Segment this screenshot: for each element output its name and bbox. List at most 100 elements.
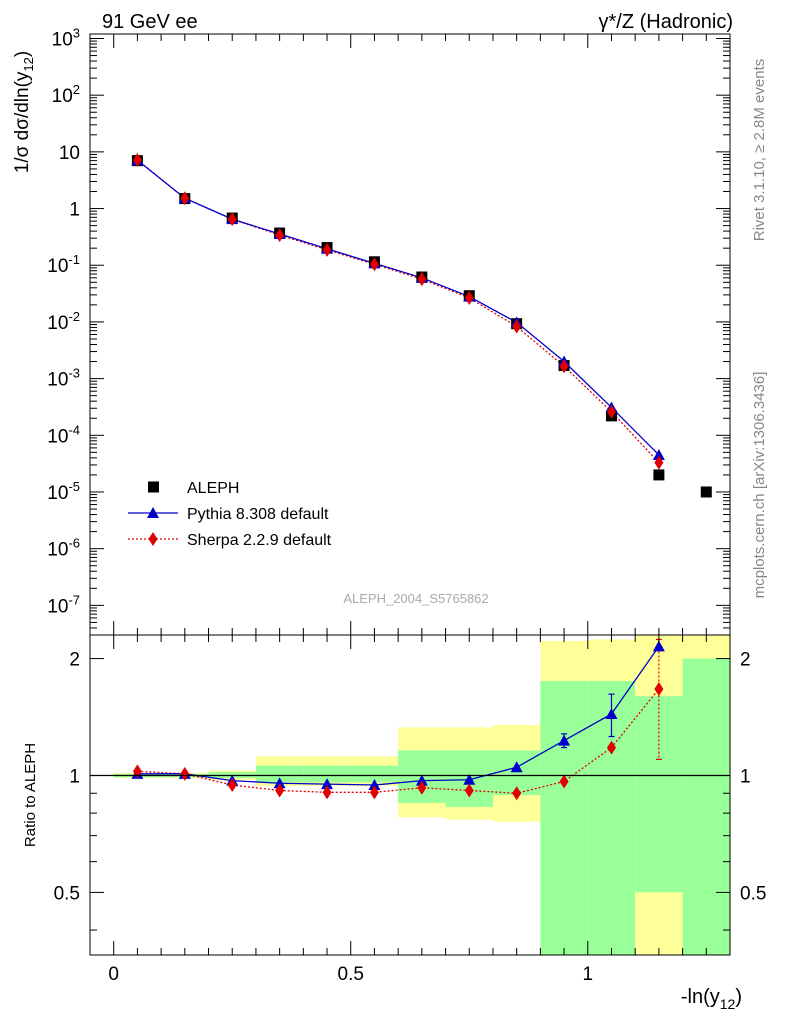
sherpa-point (369, 257, 379, 272)
y-tick-label: 10-3 (47, 366, 80, 391)
sherpa-ratio-point (559, 774, 569, 789)
analysis-id: ALEPH_2004_S5765862 (343, 591, 488, 606)
sherpa-ratio-point (417, 780, 427, 795)
sherpa-ratio-point (369, 785, 379, 800)
ratio-x-tick-label: 0 (108, 964, 119, 985)
sherpa-line (136, 159, 660, 464)
y-tick-label-base: 10 (47, 596, 68, 617)
legend-pythia-marker (147, 507, 159, 518)
sherpa-ratio-point (464, 783, 474, 798)
stat-uncertainty-band (682, 658, 730, 955)
pythia-ratio-line (137, 646, 660, 786)
pythia-ratio-point (558, 734, 571, 746)
ratio-xlabel-close: ) (735, 986, 742, 1008)
sherpa-point (512, 319, 522, 334)
sherpa-point (132, 152, 142, 167)
sherpa-point (559, 359, 569, 374)
ratio-ylabel: Ratio to ALEPH (22, 743, 39, 847)
y-tick-label-base: 10 (52, 86, 73, 107)
ratio-y-tick-label-right: 1 (740, 766, 751, 787)
main-ylabel-text: 1/σ dσ/dln(y (12, 71, 33, 173)
legend-label: Pythia 8.308 default (187, 506, 329, 523)
aleph-point (653, 469, 665, 481)
sherpa-ratio-point (180, 766, 190, 781)
ratio-x-tick-label: 1 (582, 964, 593, 985)
ratio-y-tick-label: 2 (69, 650, 80, 671)
y-tick-label-exp: -4 (68, 422, 80, 437)
legend: ALEPH Pythia 8.308 default Sherpa 2.2.9 de… (128, 480, 332, 549)
title-left: 91 GeV ee (102, 11, 198, 33)
y-tick-label: 10-1 (47, 252, 80, 277)
sherpa-point (322, 242, 332, 257)
ratio-frame (89, 634, 731, 956)
stat-uncertainty-band (635, 696, 683, 893)
y-tick-label-exp: -1 (68, 252, 80, 267)
main-ylabel-sub: 12 (21, 57, 36, 71)
mcplots-label: mcplots.cern.ch [arXiv:1306.3436] (751, 372, 768, 599)
sherpa-point (227, 212, 237, 227)
main-ylabel: 1/σ dσ/dln(y12) (12, 51, 36, 173)
main-ylabel-close: ) (12, 51, 33, 57)
y-tick-label-exp: 3 (73, 25, 80, 40)
y-tick-label-base: 10 (47, 483, 68, 504)
y-tick-label-exp: -7 (68, 592, 80, 607)
pythia-ratio-point (415, 774, 428, 786)
y-tick-label: 10-6 (47, 536, 80, 561)
title-right: γ*/Z (Hadronic) (599, 11, 733, 33)
pythia-point (652, 448, 665, 460)
ratio-y-tick-label-right: 2 (740, 650, 751, 671)
pythia-ratio-point (368, 779, 381, 791)
legend-sherpa-marker (148, 532, 158, 546)
y-tick-label: 103 (52, 25, 80, 50)
y-tick-label-base: 10 (47, 370, 68, 391)
sherpa-ratio-point (606, 740, 616, 755)
band-gap (635, 892, 683, 955)
sherpa-point (606, 404, 616, 419)
y-tick-label-exp: -2 (68, 309, 80, 324)
ratio-y-tick-label-right: 0.5 (740, 883, 766, 904)
pythia-ratio-point (510, 761, 523, 773)
sherpa-ratio-point (227, 778, 237, 793)
pythia-ratio-point (273, 777, 286, 789)
sherpa-ratio-point (654, 681, 664, 696)
stat-uncertainty-band (303, 765, 351, 783)
y-tick-label-base: 10 (47, 256, 68, 277)
y-tick-label-exp: -3 (68, 366, 80, 381)
sherpa-point (180, 191, 190, 206)
legend-label: ALEPH (187, 480, 239, 497)
y-tick-label-base: 10 (47, 426, 68, 447)
ratio-xlabel: -ln(y12) (681, 986, 742, 1012)
ratio-x-tick-label: 0.5 (338, 964, 364, 985)
pythia-ratio-point (605, 707, 618, 719)
y-tick-label: 10-5 (47, 479, 80, 504)
pythia-ratio-point (652, 640, 665, 652)
ratio-panel: 0.5 0.51 12 20 0.5 1 Ratio to ALEPH -ln(y12) (22, 634, 766, 1012)
sherpa-point (275, 228, 285, 243)
y-tick-label-exp: -5 (68, 479, 80, 494)
sherpa-ratio-point (275, 783, 285, 798)
sherpa-ratio-line (137, 688, 660, 794)
ratio-xlabel-text: -ln(y (681, 986, 720, 1008)
sherpa-point (654, 455, 664, 470)
ratio-y-tick-label: 0.5 (54, 883, 80, 904)
y-tick-label: 1 (69, 200, 80, 221)
y-tick-label: 10 (59, 143, 80, 164)
legend-aleph-marker (148, 481, 159, 493)
pythia-line (137, 159, 660, 456)
aleph-point (700, 486, 712, 498)
y-tick-label-base: 10 (52, 29, 73, 50)
y-tick-label: 10-2 (47, 309, 80, 334)
sherpa-point (417, 272, 427, 287)
sherpa-ratio-point (512, 786, 522, 801)
y-tick-label-base: 10 (47, 313, 68, 334)
ratio-y-tick-label: 1 (69, 766, 80, 787)
sherpa-ratio-point (322, 785, 332, 800)
y-tick-label: 10-4 (47, 422, 80, 447)
sherpa-point (464, 290, 474, 305)
stat-uncertainty-band (350, 765, 399, 783)
y-tick-label: 10-7 (47, 592, 80, 617)
ratio-xlabel-sub: 12 (720, 996, 736, 1012)
legend-label: Sherpa 2.2.9 default (187, 532, 332, 549)
